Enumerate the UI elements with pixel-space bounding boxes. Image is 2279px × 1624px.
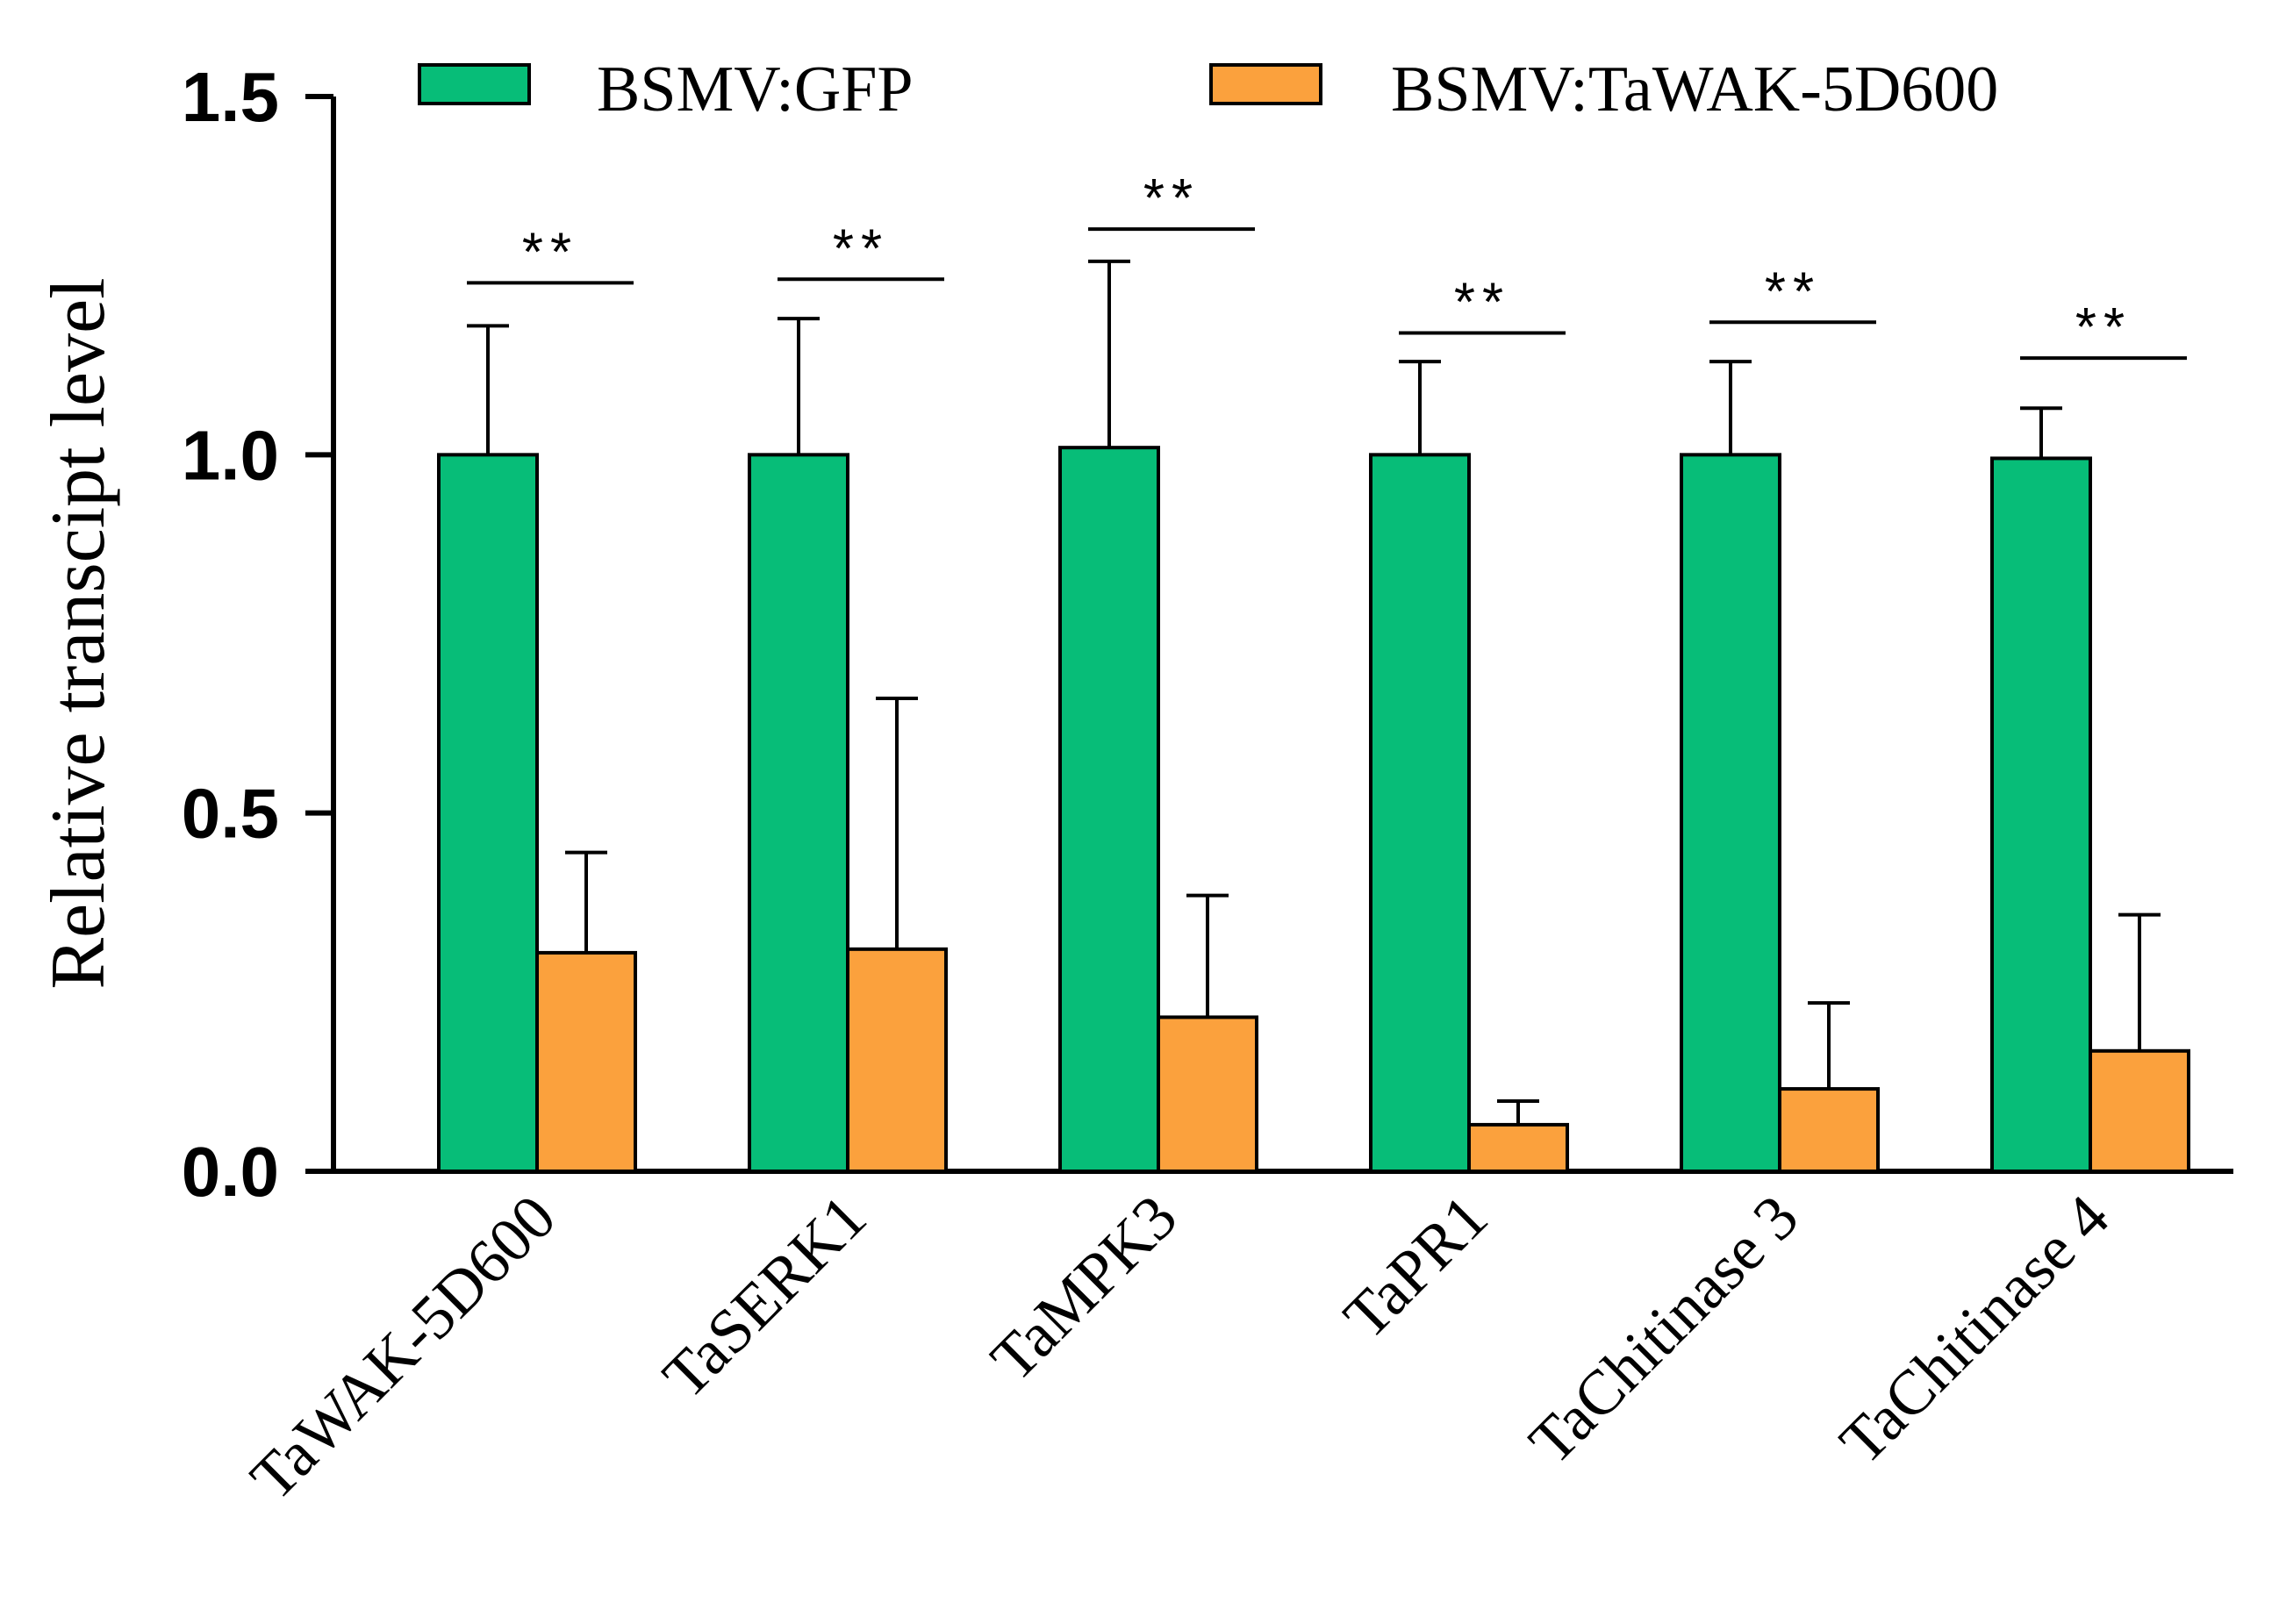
bar-gfp-2: [1058, 446, 1160, 1173]
y-tick-label: 0.5: [182, 775, 279, 853]
y-axis-title: Relative transcipt level: [36, 277, 121, 989]
bars: [437, 259, 2190, 1174]
x-tick-label: TaSERK1: [649, 1182, 879, 1412]
bar-tawak-1: [846, 947, 948, 1174]
bar-gfp-5: [1990, 456, 2092, 1173]
significance-label: **: [1765, 261, 1821, 322]
legend-swatch-bsmv-tawak-5d600: [1209, 63, 1322, 105]
significance-label: **: [1143, 168, 1200, 229]
legend-label-bsmv-gfp: BSMV:GFP: [597, 54, 914, 125]
significance-label: **: [833, 218, 889, 279]
y-tick-label: 1.5: [182, 58, 279, 136]
x-tick-label: TaMPK3: [978, 1182, 1191, 1395]
bar-tawak-5: [2089, 1048, 2190, 1174]
significance-markers: ** ** ** ** ** **: [467, 168, 2187, 361]
bar-gfp-1: [748, 453, 849, 1173]
y-tick-label: 1.0: [182, 416, 279, 494]
significance-label: **: [2075, 297, 2132, 358]
bar-tawak-0: [535, 950, 637, 1173]
bar-gfp-4: [1680, 453, 1781, 1173]
x-tick-label: TaPR1: [1330, 1182, 1501, 1352]
significance-label: **: [522, 222, 578, 283]
y-tick-label: 0.0: [182, 1133, 279, 1211]
significance-label: **: [1454, 273, 1510, 333]
bar-tawak-3: [1467, 1122, 1569, 1173]
x-tick-label: TaChitinase 4: [1826, 1182, 2122, 1477]
y-ticks: 0.0 0.5 1.0 1.5: [182, 58, 333, 1211]
bar-tawak-2: [1157, 1015, 1258, 1173]
legend-swatch-bsmv-gfp: [418, 63, 531, 105]
legend: BSMV:GFP BSMV:TaWAK-5D600: [418, 54, 1998, 125]
x-tick-label: TaWAK-5D600: [237, 1182, 569, 1513]
x-tick-label: TaChitinase 3: [1516, 1182, 1811, 1477]
legend-label-bsmv-tawak-5d600: BSMV:TaWAK-5D600: [1391, 54, 1998, 125]
bar-tawak-4: [1778, 1087, 1880, 1174]
axes: [331, 97, 2233, 1174]
x-tick-labels: TaWAK-5D600 TaSERK1 TaMPK3 TaPR1 TaChitinase…: [237, 1182, 2122, 1513]
bar-gfp-0: [437, 453, 539, 1173]
bar-gfp-3: [1369, 453, 1471, 1173]
